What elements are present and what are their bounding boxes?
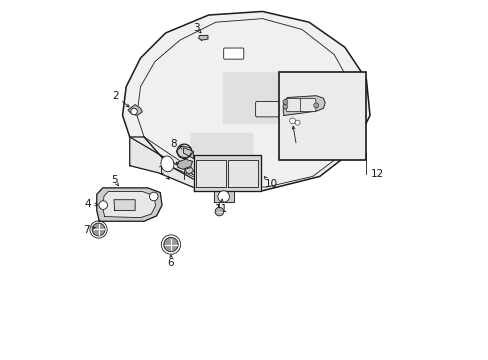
Polygon shape xyxy=(185,167,193,174)
Polygon shape xyxy=(283,96,325,116)
Text: 9: 9 xyxy=(165,158,172,168)
Polygon shape xyxy=(97,188,162,221)
Text: 2: 2 xyxy=(112,91,119,101)
Circle shape xyxy=(289,118,295,124)
Polygon shape xyxy=(196,160,225,187)
Text: 7: 7 xyxy=(83,225,90,235)
Text: 5: 5 xyxy=(111,175,118,185)
Polygon shape xyxy=(190,134,251,169)
FancyBboxPatch shape xyxy=(223,48,244,59)
Circle shape xyxy=(294,120,300,125)
Text: 13: 13 xyxy=(290,147,304,157)
Circle shape xyxy=(131,108,137,115)
Text: 4: 4 xyxy=(84,199,91,209)
Text: 3: 3 xyxy=(192,23,199,33)
Ellipse shape xyxy=(161,156,174,172)
Circle shape xyxy=(282,99,287,104)
Polygon shape xyxy=(102,192,155,218)
Circle shape xyxy=(99,201,107,210)
Text: 6: 6 xyxy=(167,258,174,268)
Circle shape xyxy=(282,104,287,109)
Text: 10: 10 xyxy=(264,179,277,189)
Polygon shape xyxy=(114,200,135,211)
Ellipse shape xyxy=(206,171,214,182)
Polygon shape xyxy=(176,146,192,158)
Circle shape xyxy=(92,223,105,236)
Polygon shape xyxy=(214,192,233,202)
Circle shape xyxy=(215,207,223,216)
Polygon shape xyxy=(129,137,208,191)
Circle shape xyxy=(149,192,158,201)
Bar xyxy=(278,72,366,160)
Text: 11: 11 xyxy=(215,204,228,214)
Text: 8: 8 xyxy=(170,139,177,149)
Text: 12: 12 xyxy=(370,168,383,179)
FancyBboxPatch shape xyxy=(255,102,280,117)
Polygon shape xyxy=(128,105,142,116)
Polygon shape xyxy=(183,148,193,158)
Polygon shape xyxy=(176,159,192,169)
Polygon shape xyxy=(223,72,287,123)
Text: 1: 1 xyxy=(158,166,164,176)
FancyBboxPatch shape xyxy=(300,99,315,112)
Polygon shape xyxy=(122,12,369,191)
Polygon shape xyxy=(193,155,260,191)
Circle shape xyxy=(163,237,178,252)
Circle shape xyxy=(313,103,318,108)
FancyBboxPatch shape xyxy=(285,99,301,112)
Circle shape xyxy=(218,191,229,202)
Polygon shape xyxy=(198,36,207,40)
Polygon shape xyxy=(228,160,258,187)
